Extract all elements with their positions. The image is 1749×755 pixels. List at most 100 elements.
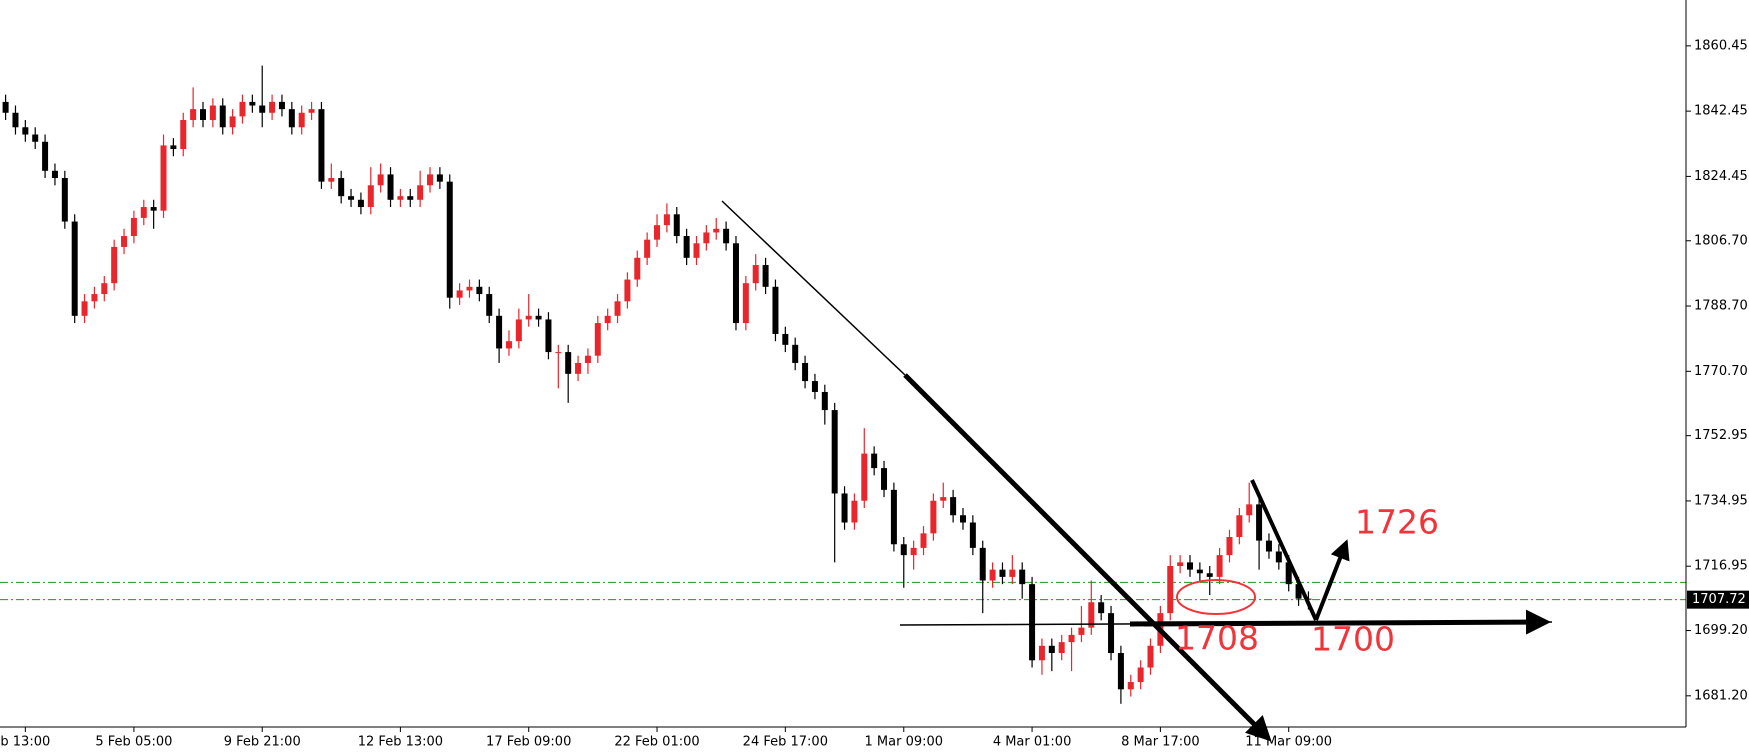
candle-body <box>1038 645 1045 661</box>
x-tick-label: b 13:00 <box>0 735 50 750</box>
y-tick-label: 1770.70 <box>1694 364 1748 379</box>
candle-body <box>1058 642 1065 654</box>
y-tick-label: 1806.70 <box>1694 233 1748 248</box>
candle-body <box>752 265 759 284</box>
candle-body <box>436 174 443 182</box>
candle-body <box>1068 634 1075 643</box>
levels-layer <box>0 581 1686 601</box>
candle-body <box>683 236 690 258</box>
candle-body <box>200 109 206 121</box>
candle-body <box>742 283 749 324</box>
candle-body <box>377 174 384 186</box>
candle-body <box>841 493 848 523</box>
candle-body <box>101 283 108 295</box>
candle-body <box>427 174 434 186</box>
candle-body <box>397 196 404 200</box>
candle-body <box>831 410 838 494</box>
candle-body <box>407 196 414 200</box>
candle-body <box>1226 537 1233 556</box>
candle-body <box>209 105 216 121</box>
candle-body <box>219 105 226 128</box>
candle-body <box>308 109 315 113</box>
candle-body <box>111 246 118 284</box>
y-tick-label: 1716.95 <box>1694 559 1748 574</box>
candle-body <box>782 333 789 345</box>
candle-body <box>900 544 907 556</box>
candle-body <box>693 243 700 258</box>
candle-body <box>1137 667 1144 683</box>
y-tick-label: 1681.20 <box>1694 688 1748 703</box>
y-tick-label: 1842.45 <box>1694 104 1748 119</box>
candle-body <box>920 533 927 548</box>
candle-body <box>1256 504 1263 541</box>
candle-body <box>969 522 976 548</box>
candle-body <box>1236 515 1243 538</box>
candle-body <box>338 178 345 197</box>
price-tag-box <box>1687 590 1749 609</box>
candle-body <box>545 319 552 353</box>
candle-body <box>772 286 779 334</box>
candle-body <box>1285 562 1292 585</box>
candle-body <box>1295 584 1302 599</box>
annotation: 1708 <box>1175 619 1259 658</box>
candle-body <box>1265 540 1272 552</box>
candle-body <box>1117 653 1124 690</box>
candle-body <box>624 279 631 302</box>
x-tick-label: 24 Feb 17:00 <box>743 735 828 750</box>
candle-body <box>644 239 651 258</box>
x-tick-label: 12 Feb 13:00 <box>358 735 443 750</box>
candle-body <box>140 207 147 218</box>
candle-body <box>525 315 532 320</box>
trend-arrow <box>903 373 1272 742</box>
candle-body <box>1078 627 1085 635</box>
candle-body <box>703 232 710 244</box>
candle-body <box>466 286 473 291</box>
candle-body <box>239 101 246 117</box>
candle-body <box>417 185 424 200</box>
candle-body <box>190 109 197 121</box>
candle-body <box>249 101 256 106</box>
support-arrow <box>1129 609 1551 635</box>
candle-body <box>180 120 187 150</box>
candle-body <box>51 170 58 179</box>
candle-body <box>1275 551 1282 563</box>
candle-body <box>604 315 611 324</box>
candle-body <box>594 323 601 356</box>
x-tick-label: 8 Mar 17:00 <box>1121 735 1200 750</box>
candle-body <box>663 214 670 226</box>
candle-body <box>476 286 483 295</box>
candle-body <box>959 515 966 523</box>
candle-body <box>861 453 868 501</box>
candle-body <box>762 265 769 287</box>
candle-body <box>486 294 493 316</box>
candle-body <box>61 178 68 222</box>
x-tick-label: 1 Mar 09:00 <box>865 735 944 750</box>
y-tick-label: 1824.45 <box>1694 169 1748 184</box>
x-tick-label: 17 Feb 09:00 <box>486 735 571 750</box>
candle-body <box>634 257 641 280</box>
candle-body <box>348 196 355 200</box>
candle-body <box>1196 569 1203 574</box>
candle-body <box>130 217 137 237</box>
highlight-ellipse <box>1176 579 1256 615</box>
trend-line <box>721 200 906 376</box>
candle-body <box>555 352 562 354</box>
candle-body <box>22 127 29 135</box>
candle-body <box>1167 566 1174 614</box>
candle-body <box>446 181 453 298</box>
x-tick-label: 22 Feb 01:00 <box>614 735 699 750</box>
candle-body <box>950 497 957 516</box>
candle-body <box>1216 555 1223 577</box>
down-leg <box>1250 479 1318 621</box>
candle-body <box>1088 602 1095 628</box>
annotation: 1726 <box>1355 503 1439 542</box>
x-tick-label: 4 Mar 01:00 <box>993 735 1072 750</box>
y-tick-label: 1734.95 <box>1694 493 1748 508</box>
candle-body <box>871 453 878 469</box>
candle-body <box>170 145 177 150</box>
candle-body <box>1048 645 1055 654</box>
candle-body <box>732 243 739 324</box>
candle-body <box>12 112 19 128</box>
